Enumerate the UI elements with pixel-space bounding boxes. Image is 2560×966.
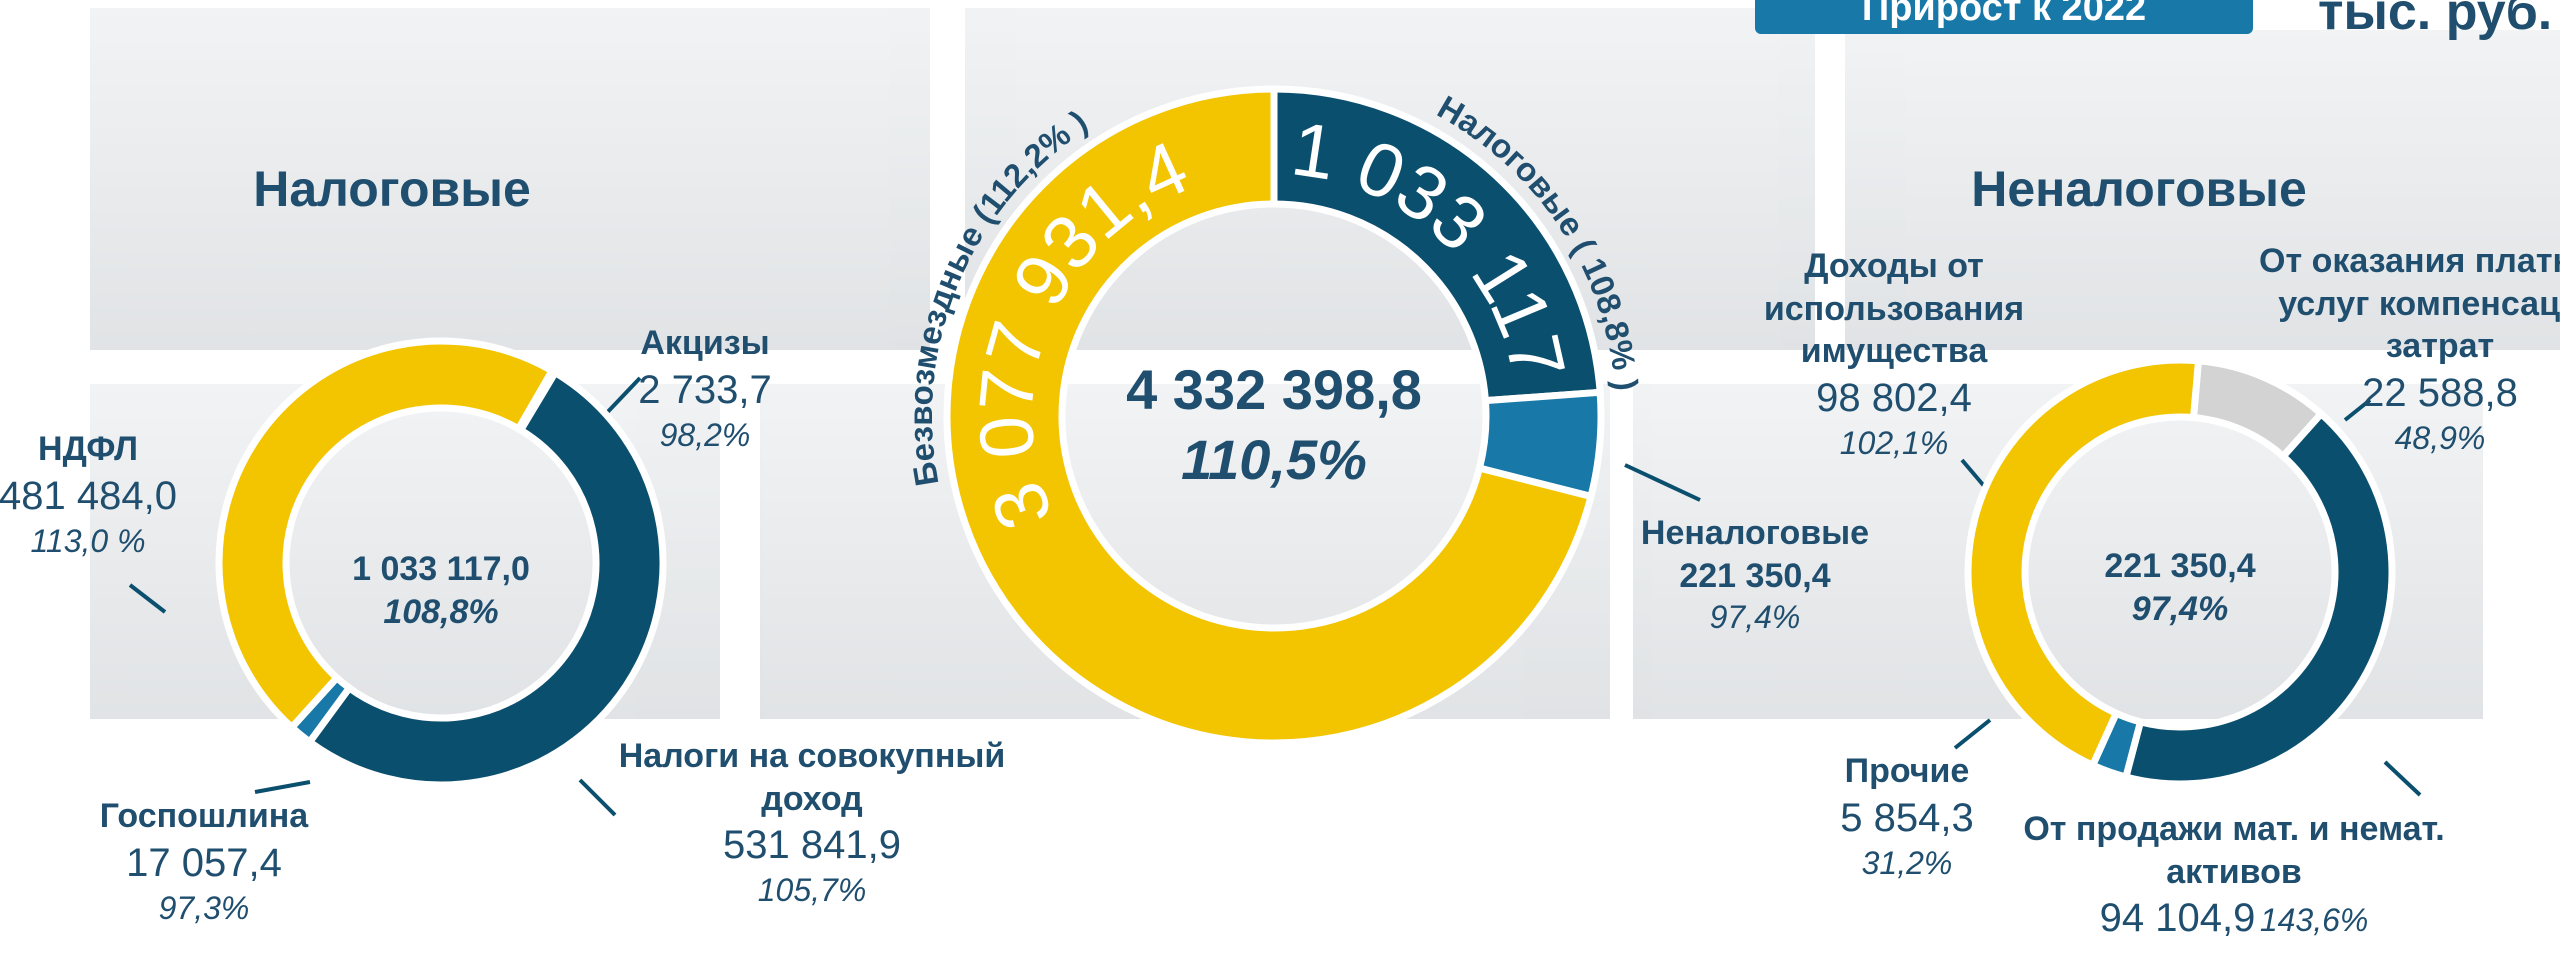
leader-line (2383, 760, 2422, 797)
category-name: Неналоговые (1640, 514, 1870, 552)
category-label: Акцизы 2 733,7 98,2% (555, 322, 855, 455)
value-label: 17 057,4 (126, 840, 282, 885)
category-label: Госпошлина 17 057,4 97,3% (44, 795, 364, 928)
category-label: НДФЛ 481 484,0 113,0 % (0, 428, 198, 561)
center-growth: 110,5% (1181, 428, 1367, 491)
center-total: 221 350,4 (2104, 547, 2256, 585)
chart-title: Налоговые (253, 161, 531, 217)
donut-segment (943, 85, 1596, 747)
center-label: 221 350,4 97,4% (1970, 545, 2390, 630)
growth-label: 97,4% (1709, 599, 1801, 635)
growth-badge: Прирост к 2022 (1755, 0, 2253, 34)
leader-line (1624, 463, 1701, 502)
category-label: Доходы от использования имущества 98 802,… (1734, 245, 2054, 463)
center-growth: 97,4% (2131, 589, 2229, 628)
leader-line (128, 583, 167, 614)
category-label: Налоги на совокупный доход 531 841,9 105,7… (582, 735, 1042, 910)
growth-label: 31,2% (1861, 844, 1953, 881)
value-label: 94 104,9 (2099, 896, 2256, 940)
leader-line (2343, 398, 2372, 422)
photo (90, 8, 930, 350)
center-total: 1 033 117,0 (352, 550, 530, 588)
category-name: От оказания платных услуг компенсации за… (2259, 242, 2560, 365)
donut-segment (304, 367, 667, 789)
category-name: Госпошлина (99, 797, 309, 835)
value-label: 531 841,9 (723, 823, 901, 867)
badge-text: Прирост к 2022 (1861, 0, 2147, 29)
growth-label: 102,1% (1839, 424, 1949, 461)
category-name: Прочие (1844, 752, 1970, 790)
leader-line (578, 778, 617, 817)
category-name: Акцизы (640, 324, 770, 362)
donut-segment (2121, 408, 2396, 788)
donut-segment (1270, 85, 1604, 405)
leader-line (1953, 718, 1992, 750)
growth-label: 113,0 % (30, 522, 146, 559)
category-label: От продажи мат. и немат. активов 94 104,9… (1974, 808, 2494, 943)
value-label: 22 588,8 (2362, 370, 2518, 415)
donut-segment (1964, 356, 2203, 770)
chart-title: Неналоговые (1971, 161, 2307, 217)
category-name: От продажи мат. и немат. активов (2023, 810, 2445, 891)
leader-line (254, 780, 311, 794)
growth-label: 48,9% (2394, 419, 2486, 456)
category-name: НДФЛ (38, 430, 138, 468)
growth-label: 98,2% (659, 416, 751, 453)
growth-label: 97,3% (158, 889, 250, 926)
category-name: Доходы от использования имущества (1763, 247, 2025, 370)
category-name: Налоги на совокупный доход (618, 737, 1006, 818)
growth-label: 143,6% (2259, 902, 2369, 938)
category-label: Прочие 5 854,3 31,2% (1797, 750, 2017, 883)
category-label: Неналоговые 221 350,4 97,4% (1595, 512, 1915, 637)
center-growth: 108,8% (383, 592, 499, 631)
growth-label: 105,7% (757, 872, 867, 908)
value-label: 221 350,4 (1679, 556, 1831, 595)
category-label: От оказания платных услуг компенсации за… (2250, 240, 2560, 458)
donut-segment (215, 337, 557, 733)
center-label: 1 033 117,0 108,8% (231, 548, 651, 633)
value-label: 98 802,4 (1816, 375, 1972, 420)
value-label: 5 854,3 (1840, 795, 1974, 840)
photo (1845, 30, 2560, 350)
value-label: 2 733,7 (638, 367, 772, 412)
center-total: 4 332 398,8 (1126, 358, 1422, 421)
center-label: 4 332 398,8 110,5% (1064, 355, 1484, 495)
units-label: тыс. руб. (2318, 0, 2553, 41)
value-label: 481 484,0 (0, 473, 177, 518)
